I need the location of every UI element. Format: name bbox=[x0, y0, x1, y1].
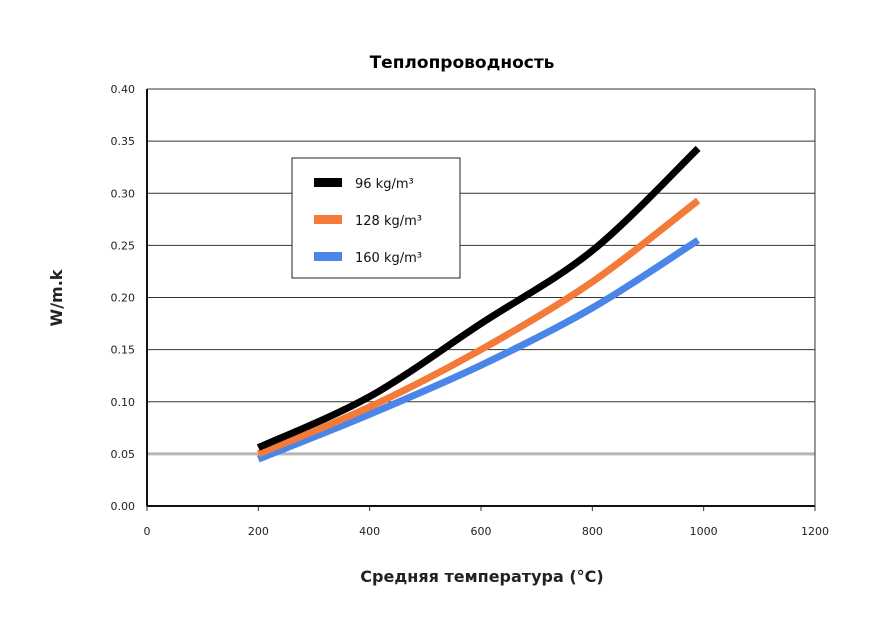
x-tick-label: 1000 bbox=[690, 525, 718, 538]
y-tick-label: 0.05 bbox=[111, 448, 136, 461]
series-line bbox=[256, 145, 701, 451]
x-tick-label: 800 bbox=[582, 525, 603, 538]
x-tick-label: 600 bbox=[471, 525, 492, 538]
legend-swatch bbox=[314, 252, 342, 261]
chart-title: Теплопроводность bbox=[370, 53, 555, 73]
legend-label: 128 kg/m³ bbox=[355, 214, 422, 229]
x-tick-label: 400 bbox=[359, 525, 380, 538]
y-tick-label: 0.20 bbox=[111, 292, 136, 305]
y-tick-label: 0.35 bbox=[111, 135, 136, 148]
y-tick-label: 0.15 bbox=[111, 344, 136, 357]
series-line bbox=[257, 237, 700, 463]
y-tick-label: 0.40 bbox=[111, 83, 136, 96]
legend-label: 96 kg/m³ bbox=[355, 177, 414, 192]
x-tick-label: 200 bbox=[248, 525, 269, 538]
legend-label: 160 kg/m³ bbox=[355, 251, 422, 266]
x-axis-label: Средняя температура (°C) bbox=[360, 567, 603, 586]
x-tick-label: 1200 bbox=[801, 525, 829, 538]
y-tick-label: 0.00 bbox=[111, 500, 136, 513]
legend-swatch bbox=[314, 178, 342, 187]
y-tick-label: 0.30 bbox=[111, 187, 136, 200]
y-axis-label: W/m.k bbox=[47, 269, 66, 326]
y-tick-label: 0.10 bbox=[111, 396, 136, 409]
series-line bbox=[256, 197, 701, 458]
legend-swatch bbox=[314, 215, 342, 224]
legend: 96 kg/m³ 128 kg/m³ 160 kg/m³ bbox=[291, 157, 461, 279]
x-tick-label: 0 bbox=[144, 525, 151, 538]
y-tick-label: 0.25 bbox=[111, 239, 136, 252]
